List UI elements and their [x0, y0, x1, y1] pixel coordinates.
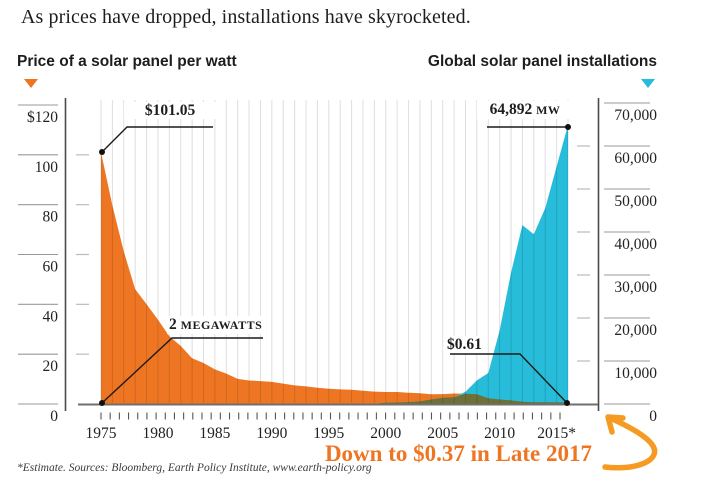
left-tick-label: 100	[35, 159, 59, 176]
right-tick-label: 10,000	[614, 365, 657, 382]
right-tick-label: 60,000	[614, 150, 657, 167]
blue-down-triangle-icon	[641, 79, 655, 88]
bottom-ticks	[100, 412, 561, 420]
left-tick-label: 20	[43, 358, 59, 375]
x-tick-label: 2005	[427, 425, 458, 442]
annotation-installations-1975: 2 MEGAWATTS	[167, 316, 265, 334]
annotation-price-1975: $101.05	[124, 102, 216, 119]
footnote-sources: *Estimate. Sources: Bloomberg, Earth Pol…	[17, 462, 372, 474]
annotation-installations-1975-unit: MEGAWATTS	[180, 318, 263, 332]
x-tick-label: 1980	[142, 425, 173, 442]
right-tick-label: 40,000	[614, 236, 657, 253]
annotation-price-end: $0.61	[445, 336, 484, 353]
right-tick-label: 50,000	[614, 193, 657, 210]
annotation-installations-peak: 64,892 MW	[477, 101, 573, 119]
overlap-area	[101, 393, 568, 404]
hand-drawn-arrow-icon	[602, 414, 658, 471]
x-tick-label: 1985	[199, 425, 230, 442]
right-tick-label: 0	[649, 408, 657, 425]
left-tick-label: 80	[43, 209, 59, 226]
annotation-dot	[565, 124, 571, 130]
year-gridlines	[100, 100, 569, 403]
leader-price-end	[450, 353, 568, 404]
annotation-dot	[564, 400, 570, 406]
right-tick-label: 20,000	[614, 322, 657, 339]
annotation-lines	[99, 124, 571, 406]
page-title: As prices have dropped, installations ha…	[21, 6, 471, 28]
annotation-dot	[99, 149, 105, 155]
annotation-dot	[99, 400, 105, 406]
installations-series-label: Global solar panel installations	[427, 53, 657, 70]
left-axis: $120 100 80 60 40 20 0	[18, 104, 89, 425]
annotation-installations-1975-value: 2	[169, 316, 181, 333]
left-tick-label: 40	[43, 308, 59, 325]
right-tick-label: 30,000	[614, 279, 657, 296]
price-series-label: Price of a solar panel per watt	[17, 53, 237, 70]
x-axis-labels: 1975 1980 1985 1990 1995 2000 2005 2010 2015*	[86, 425, 577, 442]
left-tick-label: $120	[27, 109, 58, 126]
annotation-installations-peak-value: 64,892	[489, 101, 537, 118]
leader-price-start	[101, 126, 213, 153]
x-tick-label: 2015*	[537, 425, 576, 442]
left-tick-label: 60	[43, 259, 59, 276]
annotation-installations-peak-unit: MW	[536, 103, 561, 117]
x-tick-label: 2000	[370, 425, 401, 442]
installations-area	[101, 125, 568, 404]
right-axis: 70,000 60,000 50,000 40,000 30,000 20,000 10,0…	[577, 102, 657, 425]
price-area	[101, 152, 568, 404]
x-tick-label: 1995	[313, 425, 344, 442]
right-tick-label: 70,000	[614, 107, 657, 124]
orange-down-triangle-icon	[24, 79, 38, 88]
handwritten-note: Down to $0.37 in Late 2017	[324, 441, 592, 466]
x-tick-label: 1975	[86, 425, 117, 442]
leader-installations-start	[101, 337, 263, 404]
x-tick-label: 1990	[256, 425, 287, 442]
x-tick-label: 2010	[484, 425, 515, 442]
left-tick-label: 0	[50, 408, 58, 425]
